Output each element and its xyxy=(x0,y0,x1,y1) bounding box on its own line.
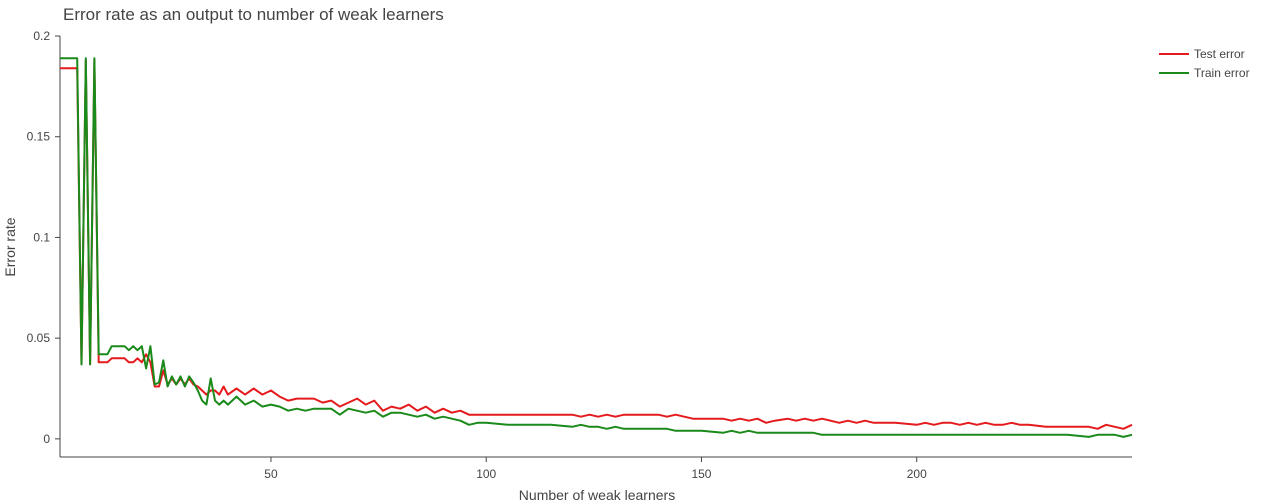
y-tick-label: 0.15 xyxy=(27,130,51,144)
legend-label: Test error xyxy=(1194,47,1245,61)
y-tick-label: 0.05 xyxy=(27,331,51,345)
y-tick-labels: 0 0.05 0.1 0.15 0.2 xyxy=(27,29,60,446)
x-axis-title: Number of weak learners xyxy=(519,487,675,503)
x-tick-label: 150 xyxy=(691,467,711,481)
x-tick-label: 50 xyxy=(264,467,278,481)
x-tick-label: 100 xyxy=(476,467,496,481)
legend-item-test-error[interactable]: Test error xyxy=(1159,47,1245,61)
series-line-test-error xyxy=(60,59,1133,430)
y-tick-label: 0.1 xyxy=(33,230,50,244)
y-tick-label: 0.2 xyxy=(33,29,50,43)
legend[interactable]: Test error Train error xyxy=(1159,47,1250,80)
plot-area: 50 100 150 200 0 0.05 0.1 0.15 0.2 xyxy=(27,29,1133,481)
series-line-train-error xyxy=(60,57,1133,438)
x-tick-label: 200 xyxy=(907,467,927,481)
y-axis-title: Error rate xyxy=(2,217,18,276)
y-tick-label: 0 xyxy=(43,432,50,446)
legend-item-train-error[interactable]: Train error xyxy=(1159,66,1250,80)
legend-label: Train error xyxy=(1194,66,1250,80)
series-layer xyxy=(60,57,1133,438)
x-tick-labels: 50 100 150 200 xyxy=(264,457,927,481)
chart-title: Error rate as an output to number of wea… xyxy=(63,5,444,24)
